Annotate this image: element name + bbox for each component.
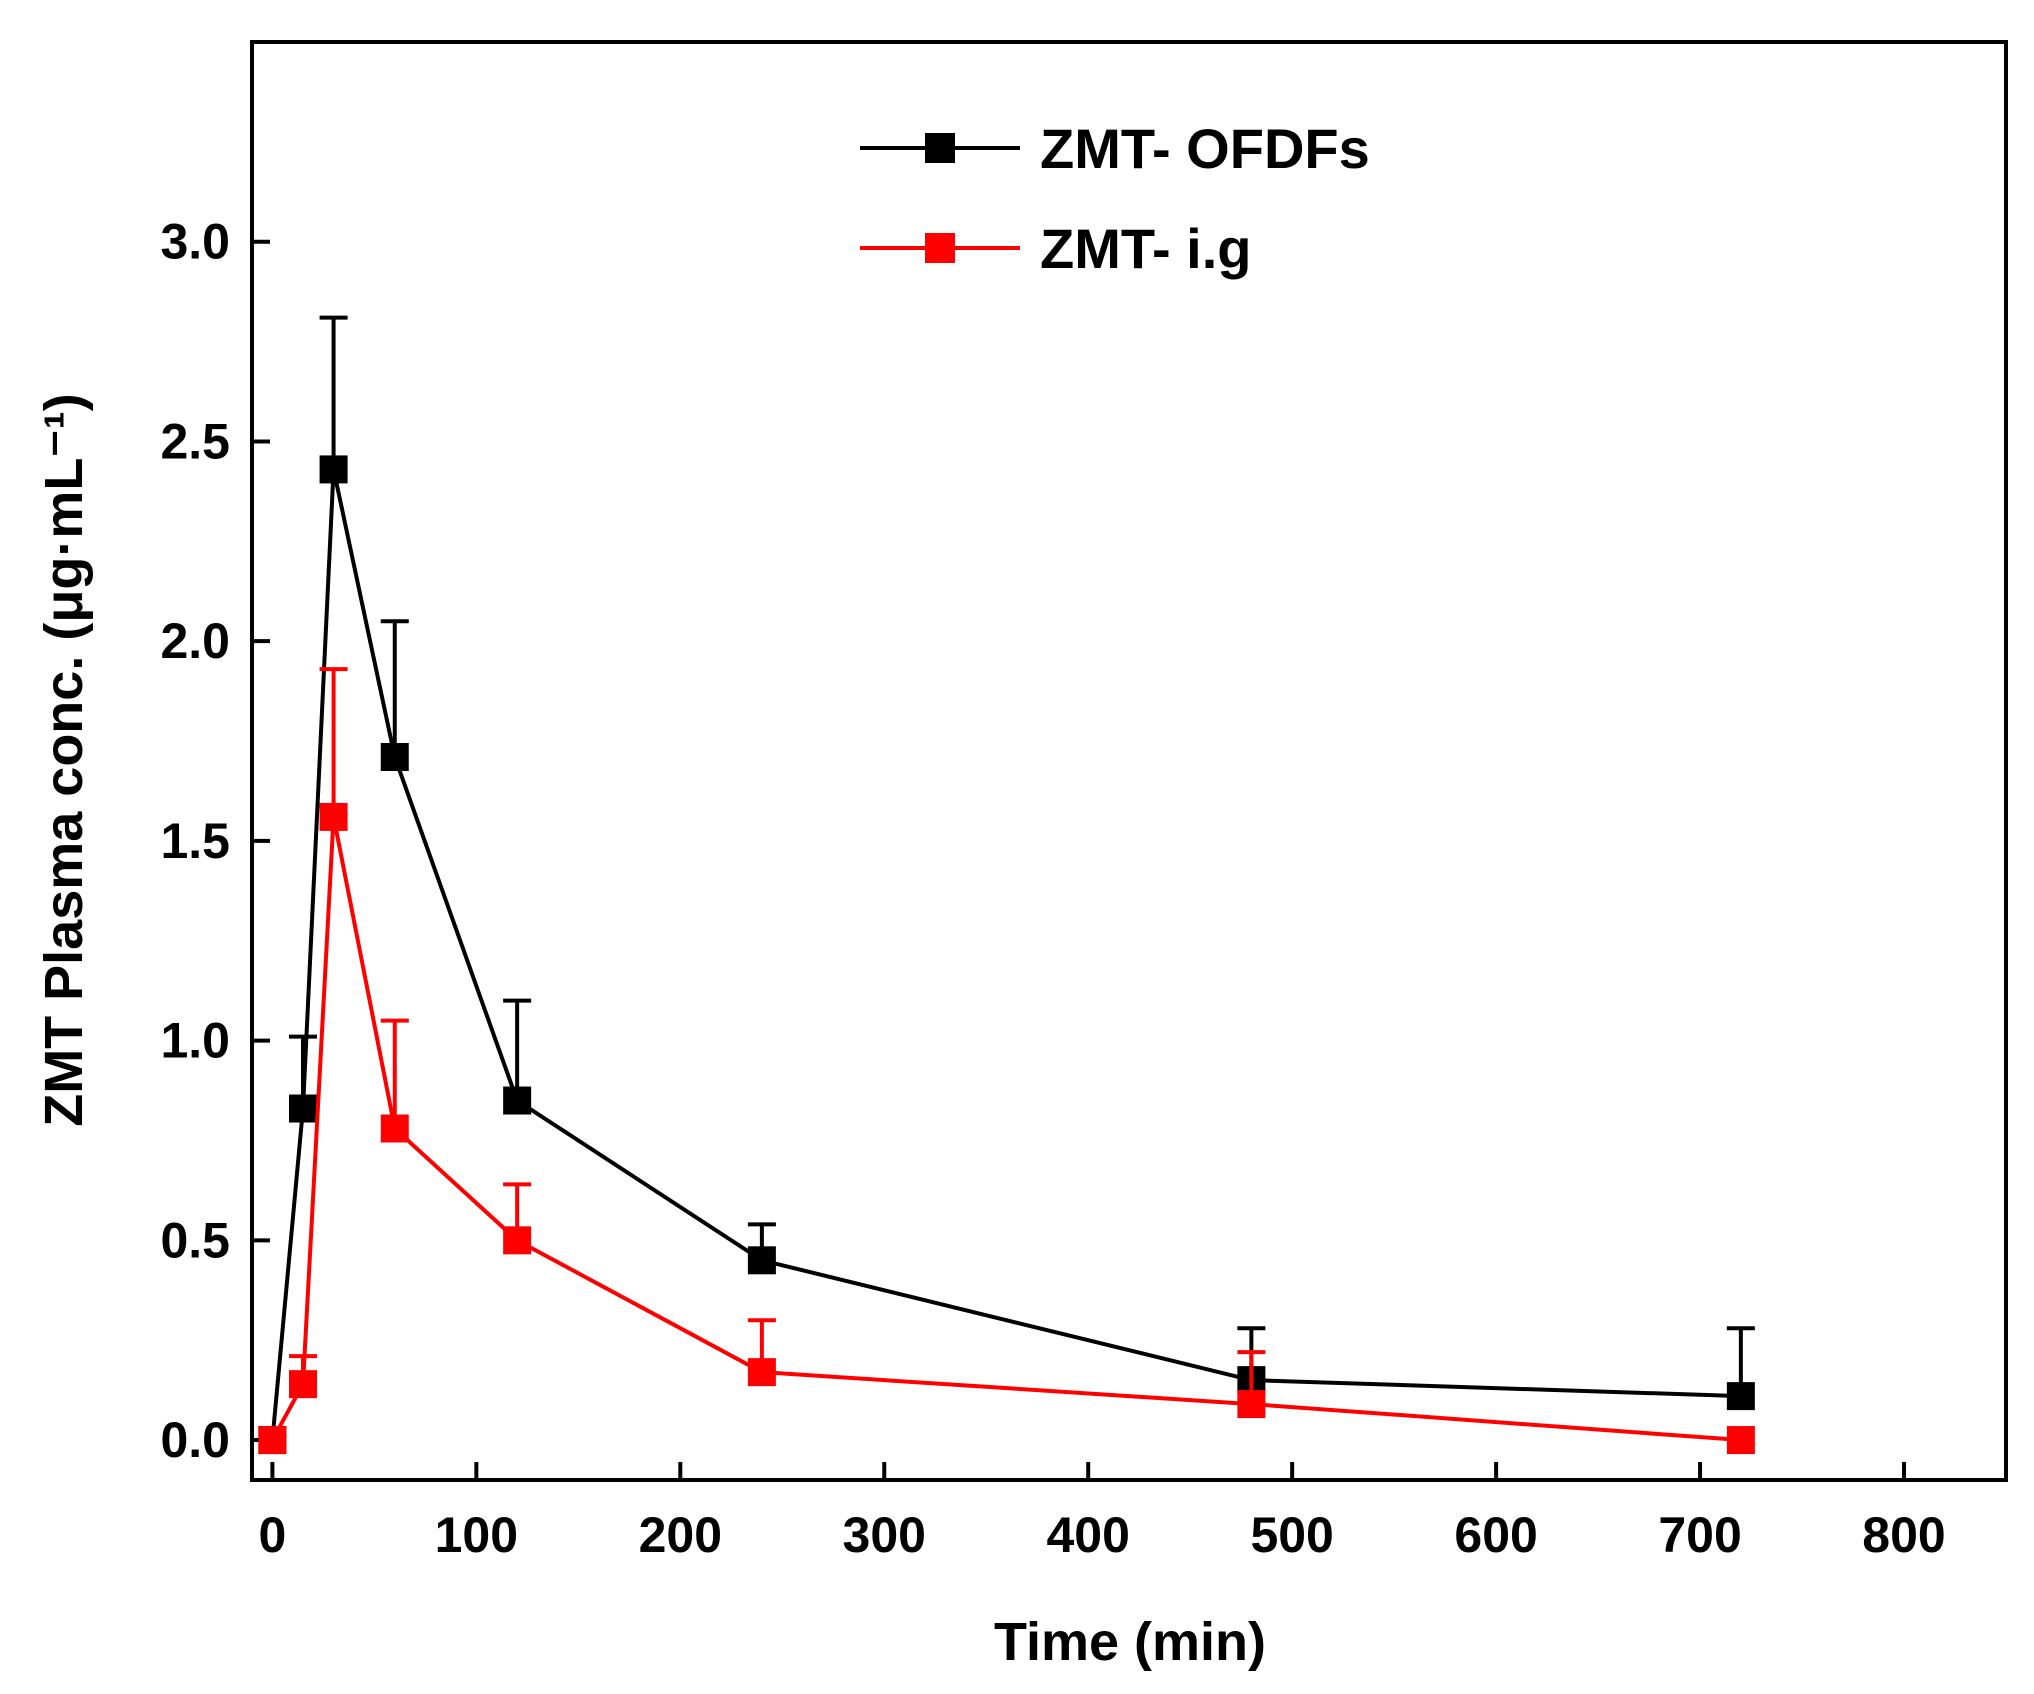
series-layer — [258, 315, 1755, 1455]
data-point — [380, 743, 409, 772]
x-tick-label: 200 — [639, 1507, 722, 1563]
y-tick-label: 1.0 — [160, 1013, 230, 1069]
legend-marker — [925, 233, 955, 263]
data-point — [503, 1086, 532, 1115]
y-tick-label: 0.5 — [160, 1212, 230, 1268]
data-point — [319, 802, 348, 831]
data-point — [1726, 1382, 1755, 1411]
ticks-layer: 0 100 200 300 400 500 600 700 800 0.0 0.5 1.0 1.5 2.0… — [160, 214, 1945, 1563]
data-point — [747, 1246, 776, 1275]
x-tick-label: 100 — [435, 1507, 518, 1563]
data-point — [503, 1226, 532, 1255]
x-tick-label: 500 — [1250, 1507, 1333, 1563]
data-point — [380, 1114, 409, 1143]
legend: ZMT- OFDFs ZMT- i.g — [860, 117, 1370, 280]
y-tick-label: 0.0 — [160, 1412, 230, 1468]
data-point — [258, 1426, 287, 1455]
x-axis-title: Time (min) — [994, 1612, 1266, 1672]
x-tick-label: 400 — [1046, 1507, 1129, 1563]
series-line — [270, 468, 1741, 1441]
series-ig — [258, 667, 1755, 1455]
x-tick-label: 300 — [843, 1507, 926, 1563]
data-point — [1237, 1390, 1266, 1419]
data-point — [288, 1094, 317, 1123]
y-tick-label: 2.0 — [160, 613, 230, 669]
x-tick-label: 800 — [1862, 1507, 1945, 1563]
data-point — [747, 1358, 776, 1387]
legend-label: ZMT- OFDFs — [1040, 117, 1370, 180]
legend-marker — [925, 133, 955, 163]
x-tick-label: 700 — [1658, 1507, 1741, 1563]
data-point — [288, 1370, 317, 1399]
legend-label: ZMT- i.g — [1040, 217, 1252, 280]
y-tick-label: 1.5 — [160, 813, 230, 869]
y-tick-label: 3.0 — [160, 214, 230, 270]
series-line — [270, 816, 1742, 1443]
data-point — [319, 455, 348, 484]
plot-frame — [250, 40, 2008, 1482]
x-tick-label: 0 — [258, 1507, 286, 1563]
x-tick-label: 600 — [1454, 1507, 1537, 1563]
y-tick-label: 2.5 — [160, 413, 230, 469]
y-axis-title: ZMT Plasma conc. (μg·mL⁻¹) — [34, 393, 94, 1127]
data-point — [1726, 1426, 1755, 1455]
